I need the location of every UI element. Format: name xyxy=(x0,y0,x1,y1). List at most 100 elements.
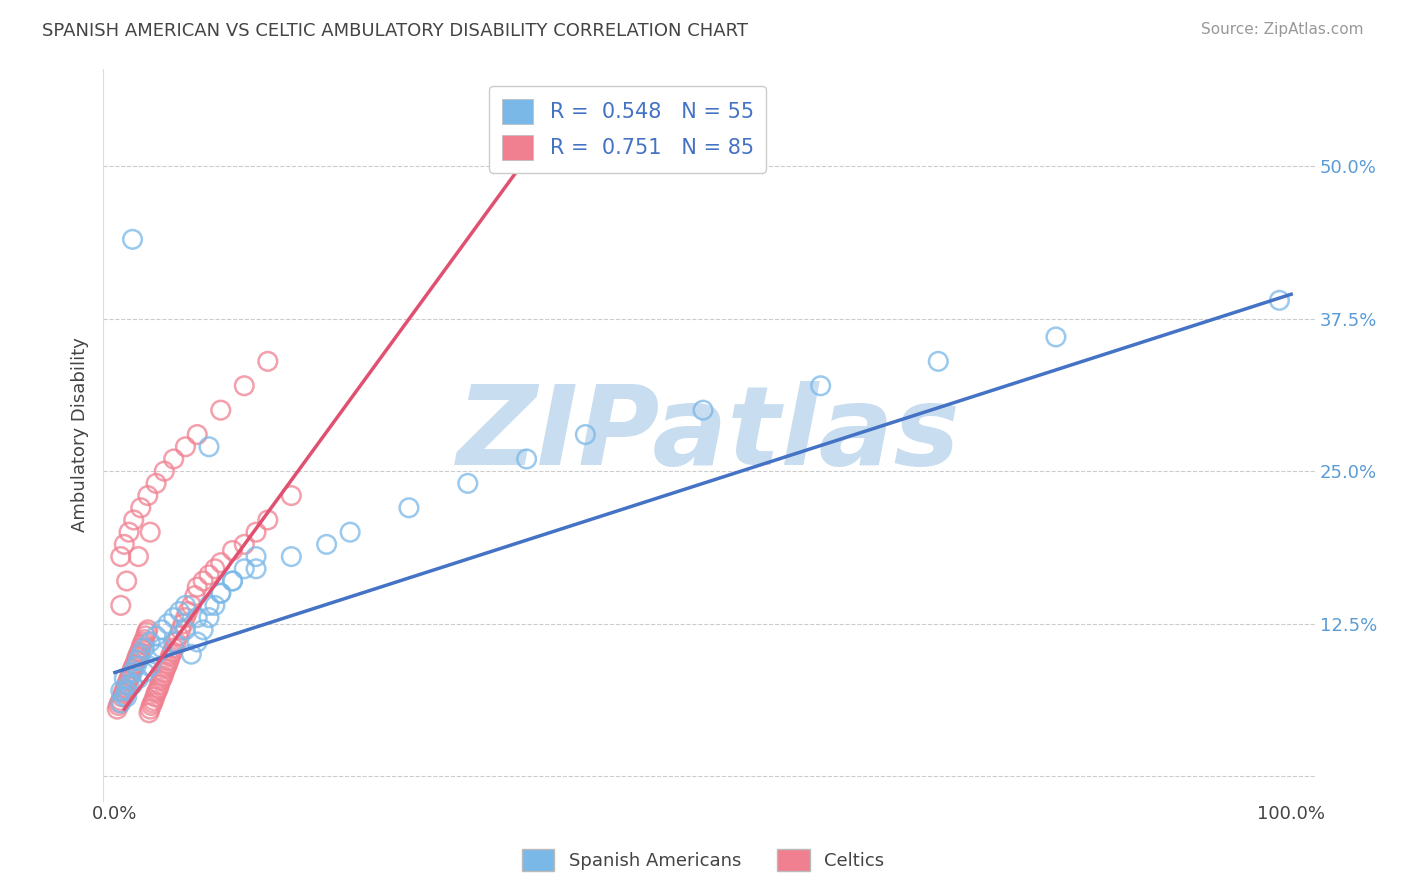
Point xyxy=(145,476,167,491)
Point xyxy=(121,662,143,676)
Point xyxy=(115,690,138,704)
Point xyxy=(134,632,156,647)
Point xyxy=(156,659,179,673)
Point xyxy=(165,635,187,649)
Text: Source: ZipAtlas.com: Source: ZipAtlas.com xyxy=(1201,22,1364,37)
Point xyxy=(339,525,361,540)
Point xyxy=(127,653,149,667)
Point xyxy=(692,403,714,417)
Point xyxy=(120,665,142,680)
Legend: R =  0.548   N = 55, R =  0.751   N = 85: R = 0.548 N = 55, R = 0.751 N = 85 xyxy=(489,87,766,172)
Point xyxy=(191,623,214,637)
Point xyxy=(198,440,221,454)
Point xyxy=(169,605,191,619)
Point xyxy=(157,653,180,667)
Point xyxy=(245,562,267,576)
Point xyxy=(204,562,226,576)
Point xyxy=(186,610,208,624)
Point xyxy=(256,513,278,527)
Point xyxy=(280,489,302,503)
Point xyxy=(156,616,179,631)
Point xyxy=(118,525,141,540)
Point xyxy=(149,678,172,692)
Point xyxy=(174,610,197,624)
Point xyxy=(141,698,163,713)
Point xyxy=(163,452,186,467)
Point xyxy=(139,525,162,540)
Y-axis label: Ambulatory Disability: Ambulatory Disability xyxy=(72,337,89,532)
Point xyxy=(129,641,152,656)
Point xyxy=(186,580,208,594)
Point xyxy=(146,683,169,698)
Point xyxy=(153,665,176,680)
Point xyxy=(170,623,193,637)
Point xyxy=(112,672,135,686)
Point xyxy=(174,440,197,454)
Point xyxy=(121,665,143,680)
Point xyxy=(180,647,202,661)
Point xyxy=(174,599,197,613)
Point xyxy=(198,567,221,582)
Point xyxy=(167,629,190,643)
Point xyxy=(180,599,202,613)
Point xyxy=(245,525,267,540)
Point xyxy=(114,681,136,696)
Point xyxy=(136,489,159,503)
Text: SPANISH AMERICAN VS CELTIC AMBULATORY DISABILITY CORRELATION CHART: SPANISH AMERICAN VS CELTIC AMBULATORY DI… xyxy=(42,22,748,40)
Point xyxy=(221,543,243,558)
Point xyxy=(136,623,159,637)
Point xyxy=(127,647,149,661)
Point xyxy=(163,610,186,624)
Point xyxy=(159,649,181,664)
Point xyxy=(125,659,148,673)
Point xyxy=(108,696,131,710)
Legend: Spanish Americans, Celtics: Spanish Americans, Celtics xyxy=(515,842,891,879)
Point xyxy=(1268,293,1291,308)
Point xyxy=(155,662,177,676)
Point xyxy=(198,610,221,624)
Point xyxy=(142,693,165,707)
Point xyxy=(115,574,138,588)
Point xyxy=(134,629,156,643)
Point xyxy=(127,672,149,686)
Point xyxy=(121,232,143,246)
Point xyxy=(156,657,179,671)
Point xyxy=(574,427,596,442)
Point xyxy=(112,690,135,704)
Point xyxy=(150,672,173,686)
Point xyxy=(256,354,278,368)
Point xyxy=(233,537,256,551)
Point xyxy=(112,683,135,698)
Point xyxy=(138,706,160,720)
Point xyxy=(204,599,226,613)
Point xyxy=(107,698,129,713)
Point xyxy=(184,589,207,603)
Point xyxy=(186,427,208,442)
Point xyxy=(810,378,832,392)
Point xyxy=(145,629,167,643)
Point xyxy=(134,665,156,680)
Point xyxy=(110,683,132,698)
Point xyxy=(315,537,337,551)
Point xyxy=(233,378,256,392)
Point xyxy=(122,659,145,673)
Point xyxy=(118,678,141,692)
Point xyxy=(198,599,221,613)
Point xyxy=(110,693,132,707)
Point xyxy=(122,513,145,527)
Point xyxy=(145,686,167,700)
Point xyxy=(110,549,132,564)
Point xyxy=(115,683,138,698)
Point xyxy=(162,645,184,659)
Point xyxy=(191,574,214,588)
Point xyxy=(110,696,132,710)
Point xyxy=(927,354,949,368)
Point xyxy=(280,549,302,564)
Point xyxy=(118,672,141,686)
Point xyxy=(174,623,197,637)
Point xyxy=(115,678,138,692)
Point xyxy=(221,574,243,588)
Point xyxy=(245,549,267,564)
Point xyxy=(134,641,156,656)
Text: ZIPatlas: ZIPatlas xyxy=(457,381,960,488)
